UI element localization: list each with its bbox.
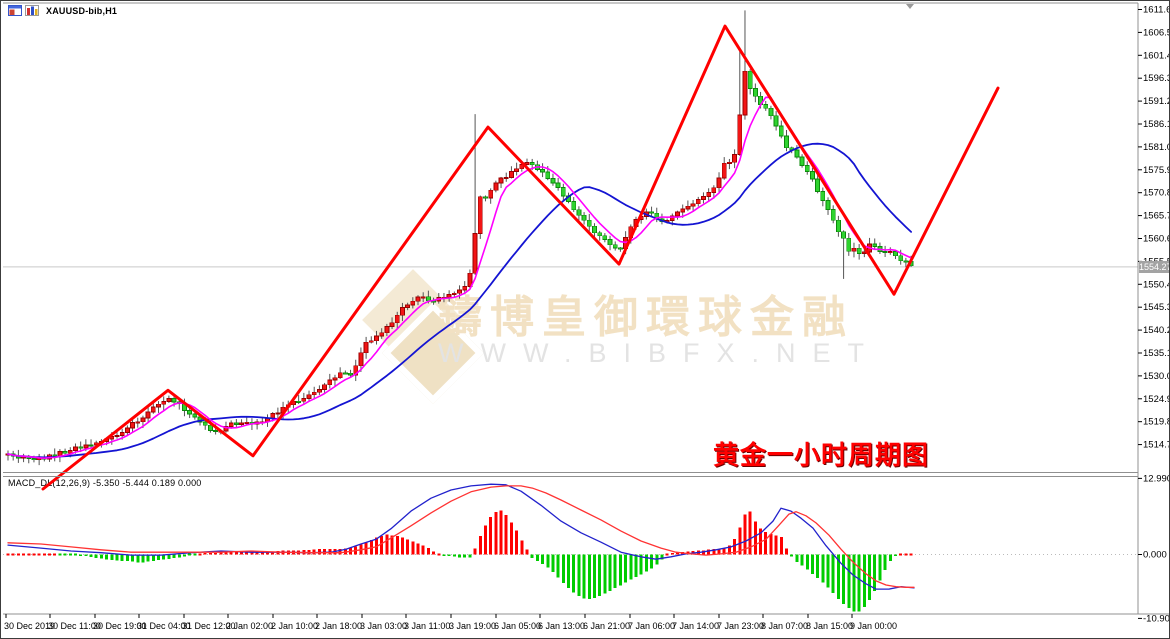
svg-text:1586.10: 1586.10 xyxy=(1143,119,1170,130)
svg-text:7 Jan 14:00: 7 Jan 14:00 xyxy=(672,621,719,631)
chart-caption: 黄金一小时周期图 xyxy=(713,441,930,470)
svg-text:12.990: 12.990 xyxy=(1143,473,1170,484)
chart-window-icon xyxy=(8,5,22,16)
svg-text:31 Dec 04:00: 31 Dec 04:00 xyxy=(137,621,191,631)
svg-text:1545.30: 1545.30 xyxy=(1143,302,1170,313)
svg-text:30 Dec 2019: 30 Dec 2019 xyxy=(4,621,55,631)
chart-frame xyxy=(3,2,1169,615)
svg-text:1575.90: 1575.90 xyxy=(1143,165,1170,176)
watermark-brand-url: WWW.BIBFX.NET xyxy=(438,338,881,368)
indicator-chart-icon xyxy=(25,5,39,16)
symbol-timeframe-text: XAUUSD-bib,H1 xyxy=(46,5,118,16)
macd-axis-labels: 12.990 0.000 -10.905 xyxy=(1138,473,1170,624)
svg-text:30 Dec 19:00: 30 Dec 19:00 xyxy=(93,621,147,631)
time-axis[interactable] xyxy=(1,615,1169,638)
ma-slow-line xyxy=(7,142,912,459)
macd-histogram xyxy=(6,510,913,612)
svg-text:1596.30: 1596.30 xyxy=(1143,73,1170,84)
svg-text:1611.60: 1611.60 xyxy=(1143,5,1170,16)
svg-text:1565.70: 1565.70 xyxy=(1143,211,1170,222)
svg-text:6 Jan 13:00: 6 Jan 13:00 xyxy=(538,621,585,631)
macd-signal-line xyxy=(7,485,915,588)
svg-text:0.000: 0.000 xyxy=(1143,550,1167,561)
trend-zigzag-line[interactable] xyxy=(41,24,1000,491)
svg-text:1530.00: 1530.00 xyxy=(1143,371,1170,382)
svg-text:6 Jan 21:00: 6 Jan 21:00 xyxy=(583,621,630,631)
svg-text:7 Jan 23:00: 7 Jan 23:00 xyxy=(717,621,764,631)
svg-text:1535.10: 1535.10 xyxy=(1143,348,1170,359)
svg-text:30 Dec 11:00: 30 Dec 11:00 xyxy=(48,621,101,631)
candles-layer xyxy=(5,10,914,466)
macd-indicator-label: MACD_DL(12,26,9) -5.350 -5.444 0.189 0.0… xyxy=(8,478,202,488)
svg-text:1519.80: 1519.80 xyxy=(1143,417,1170,428)
svg-text:3 Jan 03:00: 3 Jan 03:00 xyxy=(360,621,407,631)
macd-main-line xyxy=(7,483,915,590)
svg-text:2 Jan 18:00: 2 Jan 18:00 xyxy=(315,621,362,631)
svg-text:2 Jan 02:00: 2 Jan 02:00 xyxy=(226,621,273,631)
current-price-badge: 1554.27 xyxy=(1139,261,1170,273)
svg-text:1606.50: 1606.50 xyxy=(1143,27,1170,38)
svg-text:6 Jan 05:00: 6 Jan 05:00 xyxy=(494,621,541,631)
svg-text:1514.70: 1514.70 xyxy=(1143,440,1170,451)
svg-text:7 Jan 06:00: 7 Jan 06:00 xyxy=(628,621,675,631)
svg-text:1591.20: 1591.20 xyxy=(1143,96,1170,107)
svg-text:31 Dec 12:00: 31 Dec 12:00 xyxy=(182,621,236,631)
svg-text:1601.40: 1601.40 xyxy=(1143,50,1170,61)
svg-text:1550.40: 1550.40 xyxy=(1143,279,1170,290)
svg-text:3 Jan 11:00: 3 Jan 11:00 xyxy=(404,621,450,631)
svg-text:1581.00: 1581.00 xyxy=(1143,142,1170,153)
svg-text:1524.90: 1524.90 xyxy=(1143,394,1170,405)
svg-text:3 Jan 19:00: 3 Jan 19:00 xyxy=(449,621,496,631)
price-axis[interactable] xyxy=(1139,1,1169,614)
svg-text:1570.80: 1570.80 xyxy=(1143,188,1170,199)
scroll-position-icon xyxy=(906,4,914,9)
svg-text:1540.20: 1540.20 xyxy=(1143,325,1170,336)
svg-text:2 Jan 10:00: 2 Jan 10:00 xyxy=(271,621,318,631)
ma-fast-line xyxy=(7,96,912,459)
svg-text:8 Jan 07:00: 8 Jan 07:00 xyxy=(761,621,808,631)
svg-text:8 Jan 15:00: 8 Jan 15:00 xyxy=(806,621,853,631)
symbol-label: XAUUSD-bib,H1 xyxy=(8,5,117,16)
svg-text:9 Jan 00:00: 9 Jan 00:00 xyxy=(850,621,897,631)
svg-text:-10.905: -10.905 xyxy=(1143,613,1170,624)
watermark-brand-name: 鑄博皇御環球金融 xyxy=(438,293,854,342)
svg-text:1560.60: 1560.60 xyxy=(1143,233,1170,244)
